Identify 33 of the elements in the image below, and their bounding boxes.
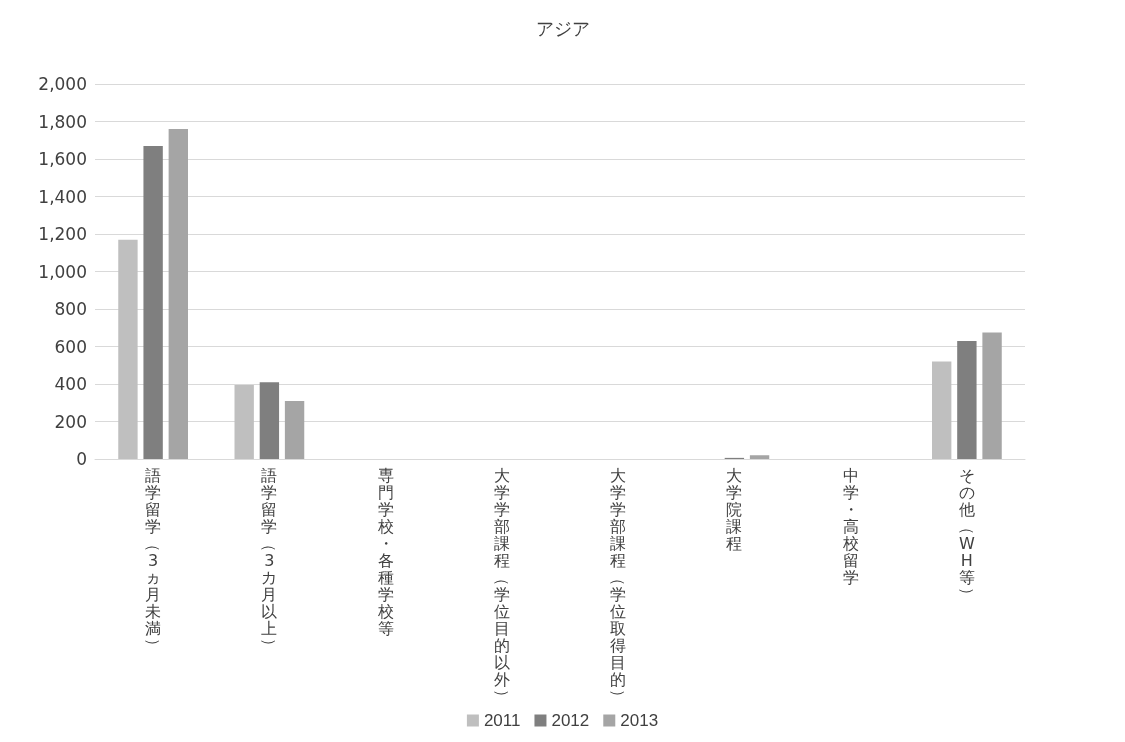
category-label: 語学留学（3カ月以上） [259, 466, 279, 654]
bar [259, 382, 280, 459]
legend-label: 2012 [551, 711, 590, 730]
x-tick-label: 大学院課程 [725, 466, 744, 553]
bar [932, 361, 952, 459]
y-tick-label: 400 [54, 374, 87, 394]
y-tick-label: 600 [54, 336, 87, 357]
category-label: 大学学部課程（学位取得目的） [608, 466, 628, 705]
y-tick-label: 200 [54, 411, 87, 432]
bar [749, 455, 770, 459]
chart-title: アジア [535, 17, 590, 39]
y-tick-label: 1,800 [38, 111, 87, 132]
category-label: 専門学校・各種学校等 [377, 466, 394, 638]
bar [118, 239, 138, 459]
y-tick-label: 0 [76, 449, 87, 469]
y-tick-label: 1,200 [38, 224, 87, 244]
y-tick-label: 800 [54, 299, 87, 319]
bar [982, 332, 1002, 459]
category-label: 語学留学（3ヵ月未満） [143, 466, 163, 654]
x-tick-label: その他（WH等） [956, 466, 977, 605]
bar [234, 384, 254, 459]
y-tick-label: 1,400 [38, 186, 87, 207]
y-tick-label: 2,000 [38, 74, 87, 94]
y-tick-label: 1,600 [38, 149, 87, 169]
legend-label: 2011 [483, 711, 521, 730]
bar [168, 129, 188, 459]
y-tick-label: 1,000 [38, 261, 87, 282]
bar [957, 340, 977, 459]
x-tick-label: 中学・高校留学 [841, 466, 860, 587]
bar [143, 145, 163, 459]
category-label: 大学学部課程（学位目的以外） [492, 466, 512, 705]
legend-label: 2013 [620, 711, 659, 730]
bar [284, 400, 305, 459]
